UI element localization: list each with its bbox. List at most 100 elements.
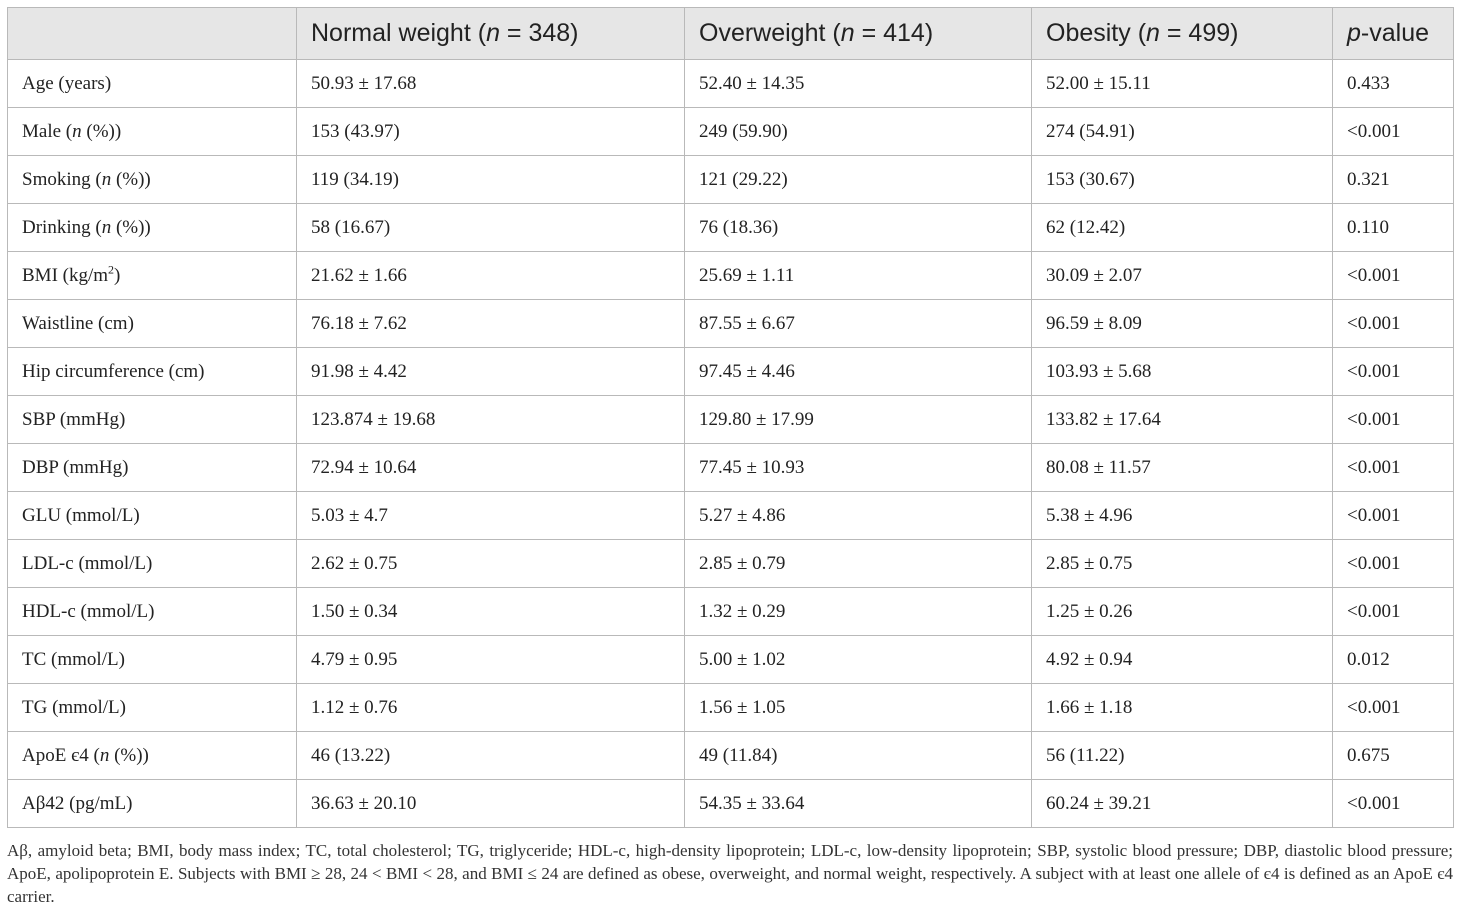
cell-p-value: 0.110	[1332, 203, 1454, 252]
row-label: Hip circumference (cm)	[7, 347, 297, 396]
row-label: Waistline (cm)	[7, 299, 297, 348]
cell-overweight: 76 (18.36)	[684, 203, 1032, 252]
cell-obesity: 133.82 ± 17.64	[1031, 395, 1333, 444]
cell-overweight: 249 (59.90)	[684, 107, 1032, 156]
row-label: SBP (mmHg)	[7, 395, 297, 444]
cell-obesity: 1.25 ± 0.26	[1031, 587, 1333, 636]
cell-overweight: 87.55 ± 6.67	[684, 299, 1032, 348]
row-label: DBP (mmHg)	[7, 443, 297, 492]
cell-overweight: 121 (29.22)	[684, 155, 1032, 204]
row-label: Drinking (n (%))	[7, 203, 297, 252]
cell-normal-weight: 36.63 ± 20.10	[296, 779, 685, 828]
cell-p-value: <0.001	[1332, 491, 1454, 540]
cell-p-value: <0.001	[1332, 683, 1454, 732]
cell-obesity: 274 (54.91)	[1031, 107, 1333, 156]
cell-obesity: 60.24 ± 39.21	[1031, 779, 1333, 828]
cell-normal-weight: 123.874 ± 19.68	[296, 395, 685, 444]
cell-p-value: 0.012	[1332, 635, 1454, 684]
table-row: Drinking (n (%)) 58 (16.67) 76 (18.36) 62 (…	[7, 203, 1454, 252]
cell-normal-weight: 50.93 ± 17.68	[296, 59, 685, 108]
header-cell-normal-weight: Normal weight (n = 348)	[296, 7, 685, 60]
row-label: TG (mmol/L)	[7, 683, 297, 732]
row-label: TC (mmol/L)	[7, 635, 297, 684]
cell-p-value: <0.001	[1332, 107, 1454, 156]
table-row: BMI (kg/m2) 21.62 ± 1.66 25.69 ± 1.11 30.09…	[7, 251, 1454, 300]
cell-overweight: 25.69 ± 1.11	[684, 251, 1032, 300]
row-label: ApoE є4 (n (%))	[7, 731, 297, 780]
header-row: Normal weight (n = 348) Overweight (n = …	[7, 7, 1454, 60]
cell-normal-weight: 1.50 ± 0.34	[296, 587, 685, 636]
header-cell-p-value: p-value	[1332, 7, 1454, 60]
cell-p-value: <0.001	[1332, 347, 1454, 396]
table-row: Hip circumference (cm) 91.98 ± 4.42 97.45 …	[7, 347, 1454, 396]
cell-p-value: <0.001	[1332, 539, 1454, 588]
row-label: Smoking (n (%))	[7, 155, 297, 204]
cell-obesity: 96.59 ± 8.09	[1031, 299, 1333, 348]
table-row: TG (mmol/L) 1.12 ± 0.76 1.56 ± 1.05 1.66 ± …	[7, 683, 1454, 732]
cell-obesity: 30.09 ± 2.07	[1031, 251, 1333, 300]
table-row: Aβ42 (pg/mL) 36.63 ± 20.10 54.35 ± 33.64 60…	[7, 779, 1454, 828]
cell-normal-weight: 153 (43.97)	[296, 107, 685, 156]
cell-p-value: <0.001	[1332, 251, 1454, 300]
cell-normal-weight: 21.62 ± 1.66	[296, 251, 685, 300]
cell-p-value: 0.321	[1332, 155, 1454, 204]
cell-p-value: <0.001	[1332, 443, 1454, 492]
cell-obesity: 62 (12.42)	[1031, 203, 1333, 252]
row-label: HDL-c (mmol/L)	[7, 587, 297, 636]
cell-normal-weight: 5.03 ± 4.7	[296, 491, 685, 540]
cell-overweight: 54.35 ± 33.64	[684, 779, 1032, 828]
row-label: Aβ42 (pg/mL)	[7, 779, 297, 828]
header-cell-overweight: Overweight (n = 414)	[684, 7, 1032, 60]
header-cell-obesity: Obesity (n = 499)	[1031, 7, 1333, 60]
table-row: Waistline (cm) 76.18 ± 7.62 87.55 ± 6.67 96…	[7, 299, 1454, 348]
cell-obesity: 2.85 ± 0.75	[1031, 539, 1333, 588]
row-label: BMI (kg/m2)	[7, 251, 297, 300]
data-table: Normal weight (n = 348) Overweight (n = …	[7, 7, 1454, 828]
cell-overweight: 1.32 ± 0.29	[684, 587, 1032, 636]
table-row: ApoE є4 (n (%)) 46 (13.22) 49 (11.84) 56 (1…	[7, 731, 1454, 780]
table-row: Smoking (n (%)) 119 (34.19) 121 (29.22) 153…	[7, 155, 1454, 204]
cell-obesity: 80.08 ± 11.57	[1031, 443, 1333, 492]
cell-p-value: <0.001	[1332, 779, 1454, 828]
table-row: HDL-c (mmol/L) 1.50 ± 0.34 1.32 ± 0.29 1.25…	[7, 587, 1454, 636]
cell-overweight: 5.27 ± 4.86	[684, 491, 1032, 540]
cell-normal-weight: 72.94 ± 10.64	[296, 443, 685, 492]
table-row: Age (years) 50.93 ± 17.68 52.40 ± 14.35 52.…	[7, 59, 1454, 108]
cell-obesity: 56 (11.22)	[1031, 731, 1333, 780]
cell-normal-weight: 119 (34.19)	[296, 155, 685, 204]
cell-obesity: 5.38 ± 4.96	[1031, 491, 1333, 540]
row-label: Male (n (%))	[7, 107, 297, 156]
cell-p-value: <0.001	[1332, 299, 1454, 348]
cell-normal-weight: 76.18 ± 7.62	[296, 299, 685, 348]
cell-p-value: 0.675	[1332, 731, 1454, 780]
table-header: Normal weight (n = 348) Overweight (n = …	[7, 7, 1454, 60]
cell-p-value: <0.001	[1332, 587, 1454, 636]
table-row: GLU (mmol/L) 5.03 ± 4.7 5.27 ± 4.86 5.38 ± …	[7, 491, 1454, 540]
cell-p-value: 0.433	[1332, 59, 1454, 108]
cell-normal-weight: 58 (16.67)	[296, 203, 685, 252]
cell-normal-weight: 4.79 ± 0.95	[296, 635, 685, 684]
cell-overweight: 52.40 ± 14.35	[684, 59, 1032, 108]
table-container: Normal weight (n = 348) Overweight (n = …	[7, 7, 1454, 828]
cell-normal-weight: 1.12 ± 0.76	[296, 683, 685, 732]
cell-obesity: 153 (30.67)	[1031, 155, 1333, 204]
row-label: GLU (mmol/L)	[7, 491, 297, 540]
cell-overweight: 77.45 ± 10.93	[684, 443, 1032, 492]
cell-overweight: 5.00 ± 1.02	[684, 635, 1032, 684]
row-label: Age (years)	[7, 59, 297, 108]
cell-overweight: 129.80 ± 17.99	[684, 395, 1032, 444]
table-row: LDL-c (mmol/L) 2.62 ± 0.75 2.85 ± 0.79 2.85…	[7, 539, 1454, 588]
header-cell-variable	[7, 7, 297, 60]
cell-overweight: 97.45 ± 4.46	[684, 347, 1032, 396]
cell-p-value: <0.001	[1332, 395, 1454, 444]
cell-normal-weight: 46 (13.22)	[296, 731, 685, 780]
cell-overweight: 1.56 ± 1.05	[684, 683, 1032, 732]
table-row: SBP (mmHg) 123.874 ± 19.68 129.80 ± 17.99 1…	[7, 395, 1454, 444]
table-footnote: Aβ, amyloid beta; BMI, body mass index; …	[7, 841, 1453, 906]
cell-obesity: 1.66 ± 1.18	[1031, 683, 1333, 732]
cell-normal-weight: 2.62 ± 0.75	[296, 539, 685, 588]
cell-normal-weight: 91.98 ± 4.42	[296, 347, 685, 396]
table-row: DBP (mmHg) 72.94 ± 10.64 77.45 ± 10.93 80.0…	[7, 443, 1454, 492]
cell-obesity: 4.92 ± 0.94	[1031, 635, 1333, 684]
cell-obesity: 103.93 ± 5.68	[1031, 347, 1333, 396]
